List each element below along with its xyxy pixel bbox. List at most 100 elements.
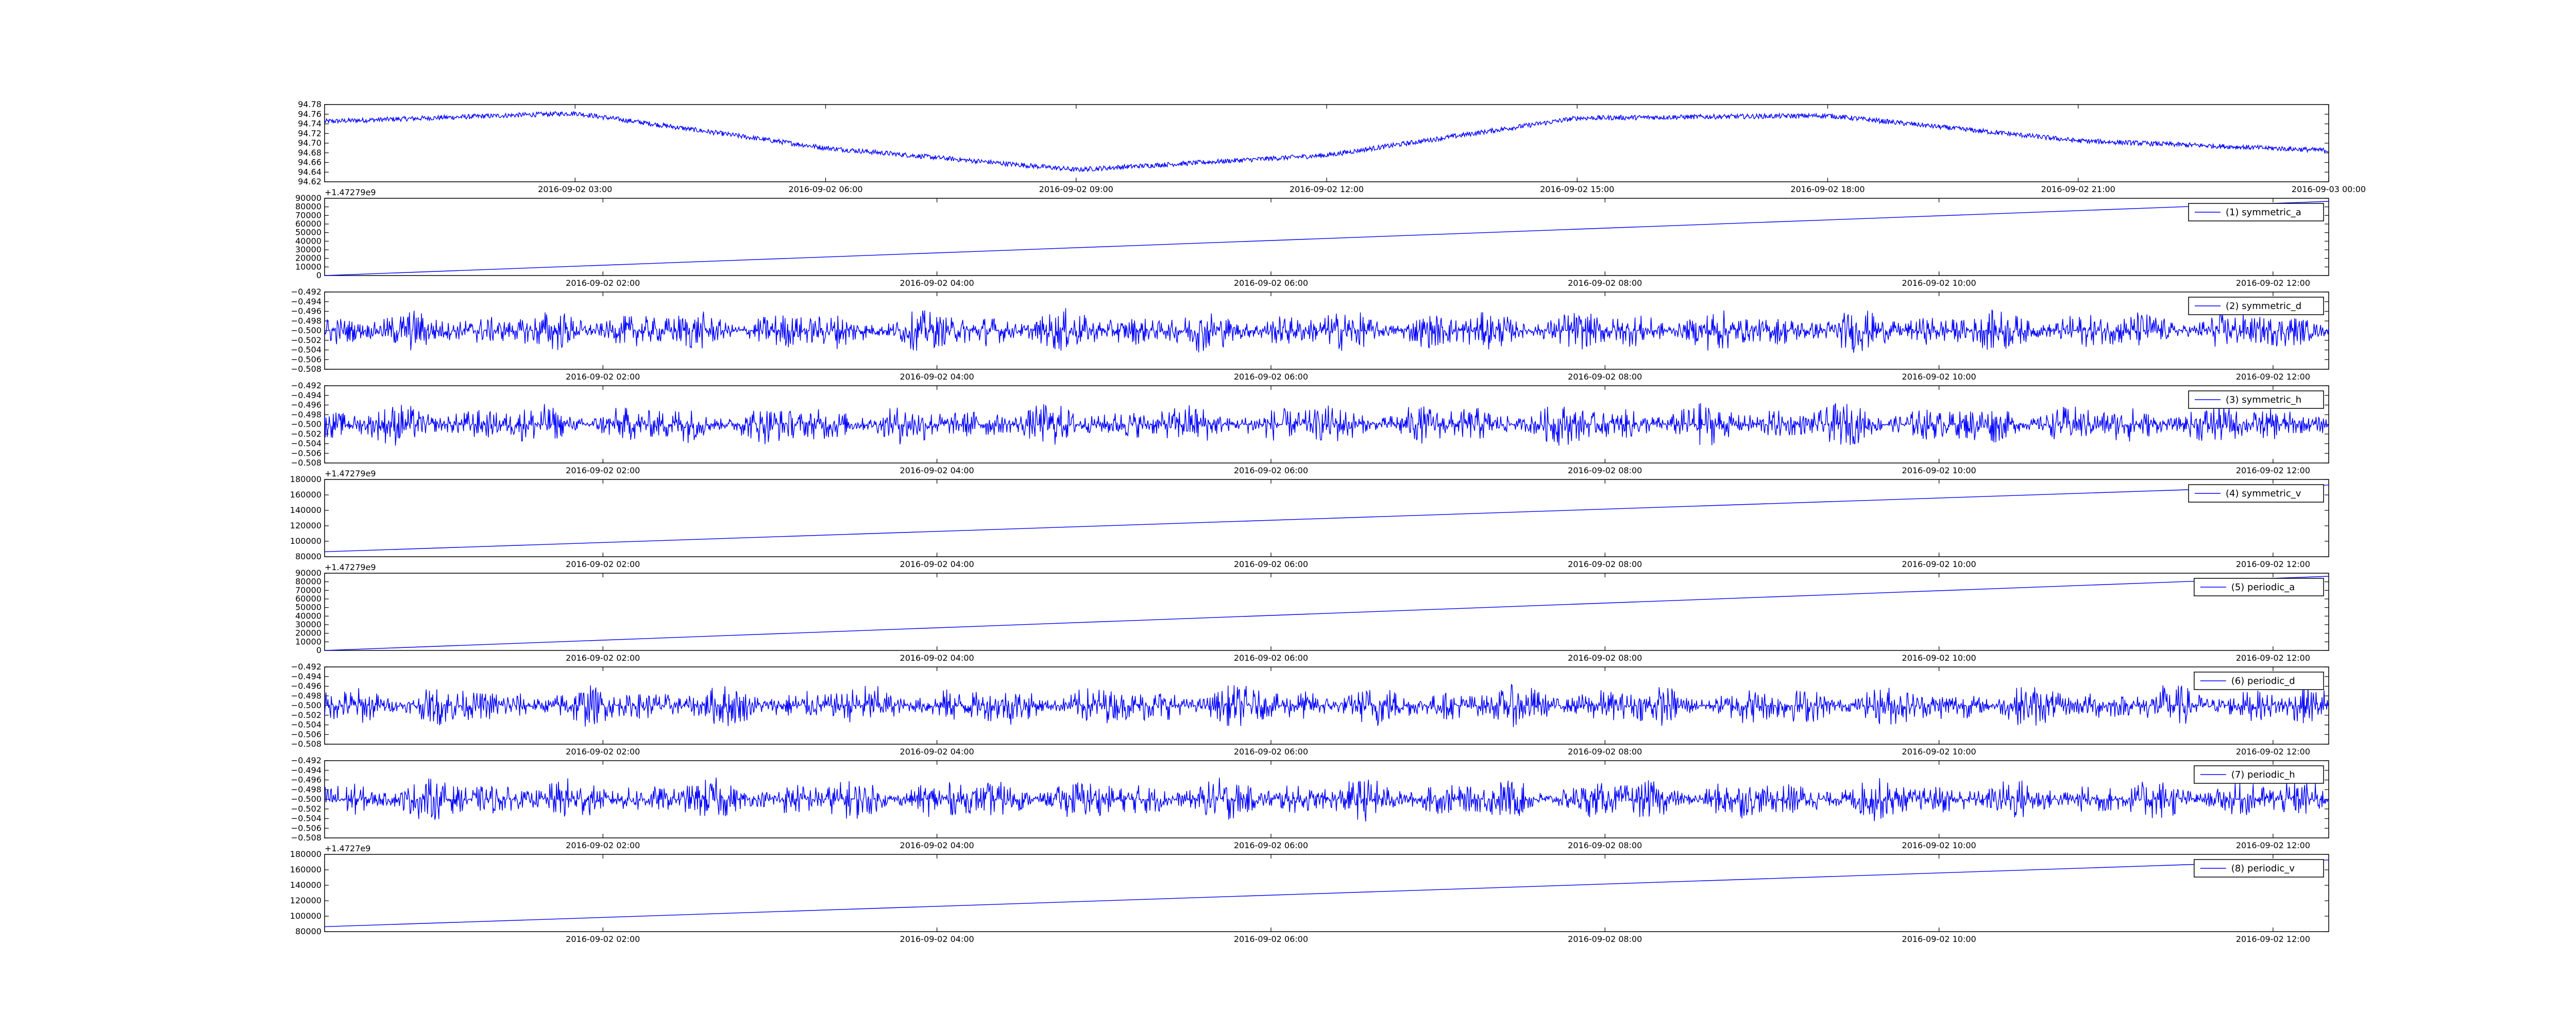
y-tick-label: −0.496 — [291, 775, 321, 785]
y-tick-label: 80000 — [295, 552, 321, 561]
x-tick-label: 2016-09-02 09:00 — [1039, 184, 1113, 194]
y-tick-label: 94.70 — [298, 138, 321, 148]
chart-panel-5: 80000 100000 120000 140000 160000 180000 2016-… — [290, 474, 2329, 572]
y-tick-label: 120000 — [290, 521, 321, 530]
legend-label: (7) periodic_h — [2231, 769, 2295, 780]
plot-area — [324, 198, 2329, 276]
y-tick-label: 80000 — [295, 577, 321, 587]
x-tick-label: 2016-09-02 06:00 — [1234, 372, 1308, 382]
legend-box — [2194, 578, 2324, 596]
x-tick-label: 2016-09-02 02:00 — [566, 559, 640, 569]
y-tick-label: 100000 — [290, 536, 321, 546]
y-tick-label: −0.494 — [291, 672, 321, 681]
series-line — [324, 777, 2329, 822]
x-tick-label: 2016-09-02 08:00 — [1568, 466, 1642, 475]
y-tick-label: −0.492 — [291, 662, 321, 672]
x-tick-label: 2016-09-02 10:00 — [1902, 559, 1976, 569]
x-tick-label: 2016-09-02 04:00 — [900, 559, 974, 569]
x-tick-label: 2016-09-02 04:00 — [900, 653, 974, 663]
y-tick-label: −0.506 — [291, 354, 321, 364]
x-tick-label: 2016-09-02 04:00 — [900, 372, 974, 382]
y-tick-label: 160000 — [290, 490, 321, 500]
y-tick-label: −0.504 — [291, 345, 321, 355]
offset-label: +1.4727e9 — [325, 844, 370, 853]
y-tick-label: 0 — [316, 645, 321, 655]
chart-panel-8: −0.508−0.506−0.504−0.502−0.500−0.498−0.4… — [291, 756, 2329, 853]
x-tick-label: 2016-09-02 02:00 — [566, 747, 640, 757]
y-tick-label: −0.498 — [291, 691, 321, 700]
y-tick-label: −0.502 — [291, 335, 321, 345]
series-line — [324, 403, 2329, 446]
y-tick-label: 94.74 — [298, 119, 321, 129]
x-tick-label: 2016-09-02 08:00 — [1568, 559, 1642, 569]
x-tick-label: 2016-09-02 04:00 — [900, 840, 974, 850]
plot-area — [324, 104, 2329, 182]
x-tick-label: 2016-09-02 06:00 — [1234, 466, 1308, 475]
y-tick-label: 30000 — [295, 245, 321, 254]
x-tick-label: 2016-09-02 02:00 — [566, 278, 640, 288]
x-tick-label: 2016-09-02 04:00 — [900, 278, 974, 288]
x-tick-label: 2016-09-02 06:00 — [1234, 934, 1308, 944]
legend: (2) symmetric_d — [2188, 297, 2324, 315]
y-tick-label: 40000 — [295, 236, 321, 246]
legend-label: (6) periodic_d — [2231, 676, 2295, 686]
x-tick-label: 2016-09-02 12:00 — [2236, 278, 2310, 288]
x-tick-label: 2016-09-02 06:00 — [1234, 747, 1308, 757]
y-tick-label: 94.78 — [298, 99, 321, 109]
x-tick-label: 2016-09-02 10:00 — [1902, 747, 1976, 757]
y-tick-label: −0.494 — [291, 297, 321, 306]
y-tick-label: 10000 — [295, 637, 321, 646]
y-tick-label: 180000 — [290, 474, 321, 484]
y-tick-label: −0.496 — [291, 306, 321, 316]
chart-panel-7: −0.508−0.506−0.504−0.502−0.500−0.498−0.4… — [291, 662, 2329, 757]
y-tick-label: 94.66 — [298, 158, 321, 167]
x-tick-label: 2016-09-02 08:00 — [1568, 278, 1642, 288]
offset-label: +1.47279e9 — [325, 187, 376, 197]
x-tick-label: 2016-09-02 04:00 — [900, 934, 974, 944]
chart-panel-3: −0.508−0.506−0.504−0.502−0.500−0.498−0.4… — [291, 287, 2329, 382]
x-tick-label: 2016-09-02 02:00 — [566, 653, 640, 663]
y-tick-label: −0.508 — [291, 458, 321, 468]
legend: (6) periodic_d — [2194, 672, 2324, 690]
x-tick-label: 2016-09-02 12:00 — [1290, 184, 1364, 194]
y-tick-label: −0.494 — [291, 765, 321, 775]
chart-panel-4: −0.508−0.506−0.504−0.502−0.500−0.498−0.4… — [291, 381, 2329, 478]
x-tick-label: 2016-09-02 08:00 — [1568, 840, 1642, 850]
legend: (1) symmetric_a — [2188, 203, 2324, 221]
y-tick-label: −0.504 — [291, 439, 321, 449]
x-tick-label: 2016-09-02 12:00 — [2236, 559, 2310, 569]
x-tick-label: 2016-09-02 10:00 — [1902, 466, 1976, 475]
x-tick-label: 2016-09-02 06:00 — [1234, 840, 1308, 850]
y-tick-label: 94.72 — [298, 128, 321, 138]
y-tick-label: 20000 — [295, 628, 321, 638]
y-tick-label: 94.64 — [298, 167, 321, 177]
y-tick-label: 40000 — [295, 611, 321, 621]
x-tick-label: 2016-09-02 12:00 — [2236, 747, 2310, 757]
y-tick-label: 90000 — [295, 568, 321, 578]
y-tick-label: 80000 — [295, 926, 321, 936]
x-tick-label: 2016-09-02 12:00 — [2236, 934, 2310, 944]
x-tick-label: 2016-09-02 02:00 — [566, 372, 640, 382]
x-tick-label: 2016-09-02 12:00 — [2236, 372, 2310, 382]
x-tick-label: 2016-09-03 00:00 — [2292, 184, 2366, 194]
x-tick-label: 2016-09-02 10:00 — [1902, 278, 1976, 288]
y-tick-label: −0.498 — [291, 784, 321, 794]
y-tick-label: −0.506 — [291, 729, 321, 739]
legend-label: (8) periodic_v — [2231, 863, 2295, 874]
offset-label: +1.47279e9 — [325, 562, 376, 572]
y-tick-label: −0.502 — [291, 804, 321, 814]
chart-panel-2: 0100002000030000400005000060000700008000… — [295, 193, 2329, 288]
legend-label: (4) symmetric_v — [2226, 488, 2301, 499]
series-line — [324, 201, 2329, 276]
y-tick-label: 50000 — [295, 228, 321, 237]
chart-panel-6: 0100002000030000400005000060000700008000… — [295, 568, 2329, 663]
y-tick-label: 180000 — [290, 849, 321, 859]
y-tick-label: −0.500 — [291, 419, 321, 429]
y-tick-label: 94.68 — [298, 148, 321, 158]
y-tick-label: −0.508 — [291, 833, 321, 843]
x-tick-label: 2016-09-02 02:00 — [566, 840, 640, 850]
x-tick-label: 2016-09-02 12:00 — [2236, 466, 2310, 475]
y-tick-label: −0.496 — [291, 681, 321, 691]
y-tick-label: −0.506 — [291, 823, 321, 833]
y-tick-label: 94.76 — [298, 109, 321, 119]
